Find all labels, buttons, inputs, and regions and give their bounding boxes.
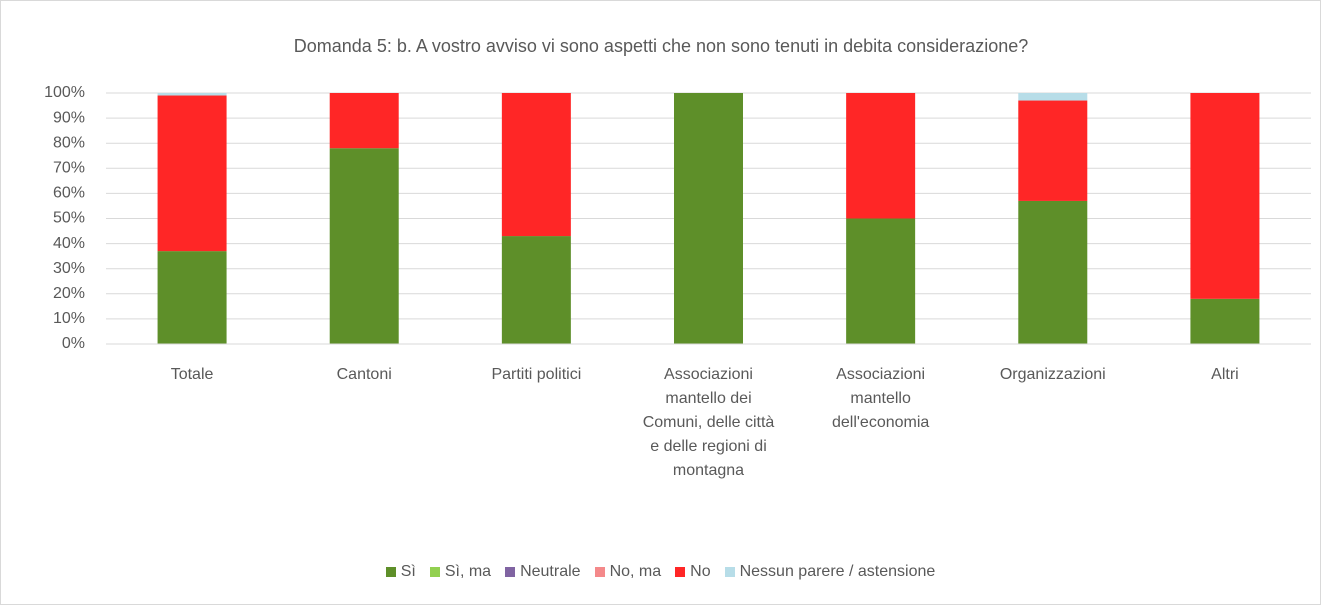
x-tick-label: Associazioni mantello dell'economia	[831, 366, 930, 431]
y-tick-label: 50%	[53, 210, 85, 227]
legend-swatch	[505, 567, 516, 577]
legend-item: Neutrale	[505, 563, 581, 581]
legend-swatch	[385, 567, 396, 577]
y-tick-label: 90%	[53, 109, 85, 126]
legend-label: Nessun parere / astensione	[739, 563, 936, 580]
y-tick-label: 10%	[53, 310, 85, 327]
bar-segment	[157, 251, 227, 344]
bar-segment	[329, 93, 399, 149]
x-tick-label: Associazioni mantello dei Comuni, delle …	[642, 366, 775, 479]
y-tick-label: 80%	[53, 134, 85, 151]
bar-segment	[1018, 93, 1088, 101]
y-tick-label: 60%	[53, 185, 85, 202]
bar-segment	[329, 148, 399, 344]
legend-swatch	[594, 567, 605, 577]
bar-segment	[501, 93, 571, 237]
y-tick-label: 20%	[53, 285, 85, 302]
bar-segment	[1018, 100, 1088, 201]
y-tick-label: 100%	[44, 84, 85, 101]
legend-swatch	[724, 567, 735, 577]
legend: Sì Sì, ma Neutrale No, ma No Nessun parere / …	[1, 563, 1320, 581]
legend-label: Neutrale	[520, 563, 581, 580]
chart-title: Domanda 5: b. A vostro avviso vi sono as…	[294, 36, 1028, 56]
y-tick-label: 40%	[53, 235, 85, 252]
x-tick-label: Altri	[1211, 366, 1239, 383]
legend-label: Sì, ma	[444, 563, 492, 580]
bar-segment	[157, 93, 227, 96]
bar-segment	[157, 95, 227, 252]
legend-item: Sì, ma	[429, 563, 492, 581]
legend-label: No	[690, 563, 711, 580]
x-tick-label: Cantoni	[336, 366, 392, 383]
x-tick-label: Partiti politici	[491, 366, 582, 383]
bar-segment	[846, 218, 916, 344]
legend-label: No, ma	[609, 563, 662, 580]
bar-segment	[674, 93, 743, 344]
bar-segment	[846, 93, 916, 219]
bar-segment	[501, 236, 571, 344]
legend-swatch	[675, 567, 686, 577]
legend-item: Nessun parere / astensione	[724, 563, 936, 581]
y-tick-label: 30%	[53, 260, 85, 277]
legend-label: Sì	[400, 563, 416, 580]
legend-item: No	[675, 563, 711, 581]
legend-swatch	[429, 567, 440, 577]
x-tick-label: Totale	[170, 366, 214, 383]
x-tick-label: Organizzazioni	[999, 366, 1106, 383]
legend-item: No, ma	[594, 563, 662, 581]
y-tick-label: 0%	[62, 335, 85, 352]
legend-item: Sì	[385, 563, 416, 581]
bar-segment	[1018, 200, 1088, 344]
bar-segment	[1190, 93, 1260, 299]
y-tick-label: 70%	[53, 160, 85, 177]
bar-segment	[1190, 298, 1260, 344]
